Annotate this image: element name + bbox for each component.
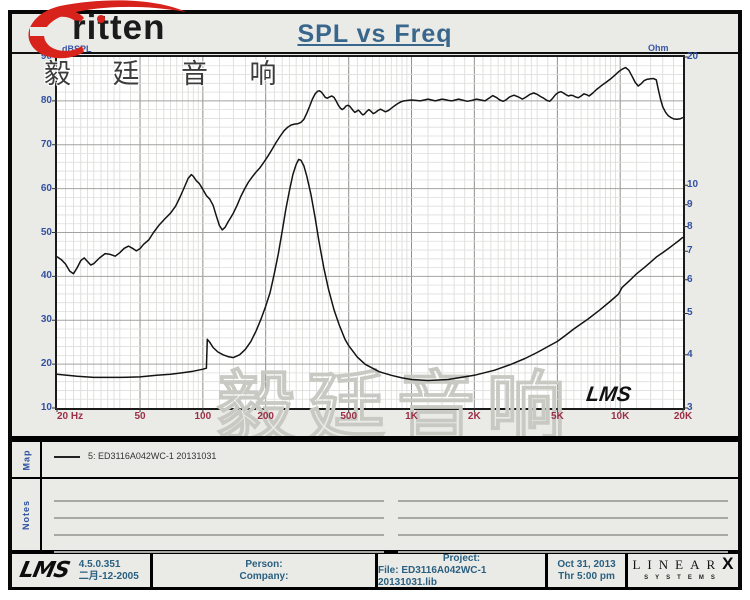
- x-tick-10k: 10K: [610, 411, 630, 422]
- notes-lines: [42, 479, 738, 553]
- x-tick-50: 50: [134, 411, 146, 422]
- x-tick-1k: 1K: [405, 411, 418, 422]
- note-line: [54, 485, 384, 502]
- legend-entry: 5: ED3116A042WC-1 20131031: [88, 451, 217, 461]
- note-line: [398, 519, 728, 536]
- report-date: Oct 31, 2013: [557, 558, 616, 570]
- footer-person-cell: Person: Company:: [150, 554, 375, 587]
- linearx-x: X: [722, 553, 734, 573]
- footer-datetime-cell: Oct 31, 2013 Thr 5:00 pm: [545, 554, 625, 587]
- linearx-systems: SYSTEMS: [644, 574, 722, 581]
- y-left-tick-50: 50: [40, 226, 52, 238]
- chart-canvas: 毅廷音响 LMS: [52, 56, 688, 453]
- x-tick-500: 500: [340, 411, 358, 422]
- map-label: Map: [21, 449, 31, 470]
- y-left-tick-10: 10: [40, 402, 52, 413]
- linearx-letters: LINEAR: [632, 556, 723, 572]
- legend-line-swatch: [54, 456, 80, 458]
- notes-label: Notes: [21, 499, 32, 530]
- y-right-tick-6: 6: [687, 273, 693, 285]
- person-label: Person:: [245, 558, 283, 570]
- y-right-tick-8: 8: [687, 220, 693, 232]
- map-side-cell: Map: [12, 442, 42, 477]
- grid-lines: [52, 56, 688, 412]
- y-left-tick-30: 30: [40, 314, 52, 326]
- software-version: 4.5.0.351: [78, 558, 121, 570]
- lms-plot-logo: LMS: [585, 383, 633, 406]
- curve-spl: [56, 66, 684, 275]
- spl-vs-freq-plot: 毅廷音响 LMS: [52, 55, 688, 453]
- y-right-tick-7: 7: [687, 245, 693, 257]
- page-title: SPL vs Freq: [297, 20, 453, 48]
- note-line: [54, 519, 384, 536]
- x-tick-5k: 5K: [550, 411, 564, 422]
- y-left-tick-70: 70: [40, 138, 52, 150]
- footer-version-cell: LMS 4.5.0.351 二月-12-2005: [12, 554, 150, 587]
- curve-impedance: [56, 158, 684, 382]
- y-left-tick-80: 80: [40, 94, 52, 106]
- footer-project-cell: Project: File: ED3116A042WC-1 20131031.l…: [375, 552, 545, 588]
- note-line: [54, 536, 384, 553]
- y-left-tick-60: 60: [40, 182, 52, 194]
- x-tick-20-hz: 20 Hz: [57, 411, 84, 422]
- y-left-tick-20: 20: [40, 358, 52, 370]
- y-right-tick-10: 10: [687, 179, 699, 191]
- y-right-tick-5: 5: [687, 307, 693, 319]
- x-tick-200: 200: [257, 411, 274, 422]
- y-right-axis-name: Ohm: [648, 43, 669, 53]
- y-left-tick-90: 90: [40, 51, 52, 62]
- lms-footer-logo: LMS: [17, 557, 72, 583]
- file-label: File: ED3116A042WC-1 20131031.lib: [378, 564, 487, 588]
- title-separator: [12, 52, 738, 54]
- y-right-tick-9: 9: [687, 198, 693, 210]
- y-right-tick-20: 20: [687, 51, 699, 62]
- note-line: [54, 502, 384, 519]
- linearx-logo: LINEAR X: [632, 553, 734, 573]
- report-time: Thr 5:00 pm: [558, 570, 615, 582]
- project-label: Project:: [442, 552, 481, 564]
- footer-linearx-cell: LINEAR X SYSTEMS: [625, 554, 738, 587]
- map-content: 5: ED3116A042WC-1 20131031: [42, 442, 738, 477]
- y-right-tick-3: 3: [687, 402, 693, 413]
- software-date: 二月-12-2005: [78, 570, 139, 582]
- map-section: Map 5: ED3116A042WC-1 20131031: [12, 436, 738, 480]
- footer-bar: LMS 4.5.0.351 二月-12-2005 Person: Company…: [12, 552, 738, 590]
- x-tick-20k: 20K: [673, 411, 693, 422]
- curves: [56, 66, 684, 382]
- y-left-axis-name: dBSPL: [62, 44, 92, 54]
- note-line: [398, 485, 728, 502]
- x-tick-100: 100: [194, 411, 212, 422]
- notes-section: Notes: [12, 479, 738, 554]
- y-left-tick-40: 40: [40, 270, 52, 282]
- notes-side-cell: Notes: [12, 479, 42, 550]
- note-line: [398, 502, 728, 519]
- company-label: Company:: [239, 570, 289, 582]
- x-tick-2k: 2K: [467, 411, 481, 422]
- y-right-tick-4: 4: [687, 348, 693, 360]
- note-line: [398, 536, 728, 553]
